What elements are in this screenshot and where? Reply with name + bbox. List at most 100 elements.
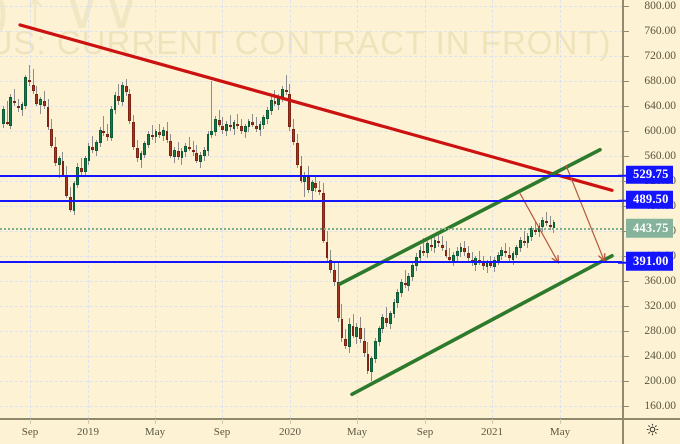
candle-body [437, 240, 441, 244]
candle-body [314, 183, 318, 189]
candle-body [318, 189, 321, 193]
candle-wick [508, 247, 510, 261]
candle-body [9, 96, 13, 126]
gridline-horizontal [0, 81, 622, 83]
price-tag-last-price[interactable]: 443.75 [626, 219, 673, 238]
time-tickmark [357, 419, 358, 424]
price-axis[interactable]: 800.00 760.00 720.00 680.00 640.00 600.00 560.… [618, 0, 680, 418]
candle-wick [222, 117, 224, 134]
gridline-vertical [30, 0, 31, 418]
gridline-horizontal [0, 330, 622, 332]
candle-body [504, 250, 507, 254]
candle-body [362, 340, 366, 354]
candle-body [2, 108, 5, 124]
candle-wick [404, 269, 406, 289]
price-tickmark [624, 380, 629, 382]
candle-body [113, 94, 117, 110]
candle-body [545, 220, 548, 224]
gridline-horizontal [0, 205, 622, 207]
price-tickmark [624, 31, 629, 33]
chart-plot-area[interactable]: ) ↑ ∨∨ OUS: CURRENT CONTRACT IN FRONT) [0, 0, 622, 418]
descending-resistance[interactable] [18, 23, 614, 192]
price-tick-label: 600.00 [644, 125, 676, 137]
projection-arrow-2[interactable] [565, 165, 604, 260]
gear-icon[interactable] [646, 423, 659, 441]
projection-arrow-1[interactable] [519, 193, 558, 262]
price-level-line-last-price[interactable] [0, 228, 622, 231]
price-tickmark [624, 405, 629, 407]
candle-body [359, 328, 362, 340]
channel-lower[interactable] [350, 253, 614, 397]
candle-body [54, 147, 57, 164]
candle-body [292, 128, 295, 143]
time-axis[interactable]: Sep 2019 May Sep 2020 May Sep 2021 May [0, 418, 622, 444]
candle-wick [255, 117, 257, 133]
candle-body [240, 126, 243, 131]
candle-wick [32, 68, 34, 94]
price-tickmark [624, 6, 629, 8]
candle-body [481, 263, 485, 266]
candle-wick [151, 124, 153, 140]
candle-body [407, 275, 411, 286]
candle-wick [549, 215, 551, 230]
candle-body [269, 99, 273, 112]
candle-wick [14, 88, 16, 107]
price-tag-resistance-lower[interactable]: 489.50 [618, 190, 673, 210]
candle-body [243, 126, 247, 133]
candle-wick [523, 230, 525, 246]
candle-body [463, 248, 467, 253]
price-tick-label: 640.00 [644, 100, 676, 113]
candle-body [310, 182, 314, 191]
candle-body [24, 77, 28, 107]
candle-wick [107, 123, 109, 141]
candle-body [202, 149, 206, 156]
price-tag-resistance-upper[interactable]: 529.75 [618, 165, 673, 185]
candle-body [95, 142, 98, 151]
candle-wick [6, 101, 8, 125]
gridline-vertical [88, 0, 89, 418]
candle-wick [441, 235, 443, 251]
candle-wick [546, 212, 548, 226]
drawing-layer [18, 23, 614, 397]
candle-wick [103, 116, 105, 136]
candle-body [321, 193, 325, 241]
candle-body [161, 129, 165, 136]
candle-body [295, 143, 299, 165]
gridline-horizontal [0, 380, 622, 382]
time-tickmark [222, 419, 223, 424]
candle-wick [438, 232, 440, 248]
candle-body [459, 247, 463, 253]
candle-wick [218, 109, 220, 128]
candle-body [72, 183, 76, 211]
price-tickmark [624, 81, 629, 83]
price-tag-support[interactable]: 391.00 [618, 252, 673, 271]
candle-body [20, 103, 24, 110]
candle-body [511, 253, 515, 260]
candle-wick [28, 64, 30, 87]
time-tick-label: Sep [416, 426, 434, 438]
candle-wick [423, 238, 425, 256]
price-level-line-resistance-lower[interactable] [0, 199, 622, 202]
candle-body [344, 339, 348, 346]
candle-body [13, 101, 16, 104]
price-level-line-support[interactable] [0, 261, 622, 264]
candle-body [221, 126, 225, 130]
candle-wick [430, 234, 432, 251]
candle-body [191, 149, 195, 153]
gridline-horizontal [0, 230, 622, 232]
candle-body [42, 101, 46, 107]
gridline-vertical [560, 0, 561, 418]
candle-wick [315, 174, 317, 193]
candle-wick [159, 123, 161, 139]
candle-body [288, 93, 292, 128]
price-tag-connector [618, 199, 626, 202]
candle-body [515, 247, 519, 255]
axis-corner[interactable] [622, 418, 680, 444]
price-level-line-resistance-upper[interactable] [0, 174, 622, 177]
gridline-vertical [222, 0, 223, 418]
candle-body [199, 154, 202, 163]
candle-body [158, 132, 162, 135]
candle-body [299, 165, 303, 181]
channel-upper[interactable] [338, 147, 602, 286]
